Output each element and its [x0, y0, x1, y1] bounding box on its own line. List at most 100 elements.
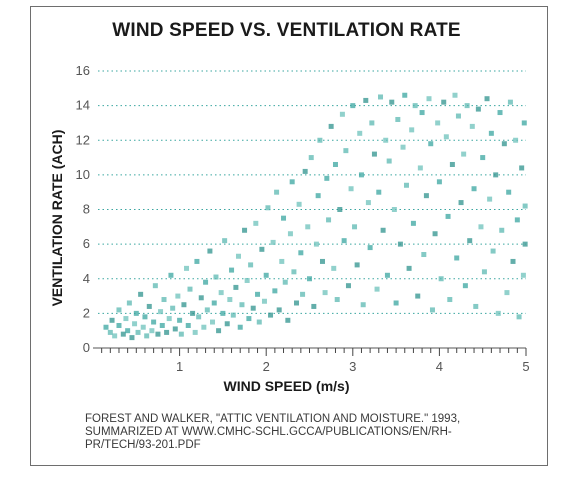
- data-point: [203, 279, 209, 285]
- y-tick-label: 16: [76, 63, 90, 78]
- data-point: [168, 272, 174, 278]
- data-point: [428, 141, 434, 147]
- source-line: PR/TECH/93-201.PDF: [85, 439, 201, 451]
- data-point: [112, 333, 118, 339]
- x-tick-label: 1: [176, 359, 183, 374]
- y-tick-label: 10: [76, 167, 90, 182]
- data-point: [400, 144, 406, 150]
- data-point: [313, 241, 319, 247]
- data-point: [367, 245, 373, 251]
- data-point: [135, 329, 141, 335]
- data-point: [281, 215, 287, 221]
- data-point: [268, 312, 274, 318]
- data-point: [378, 94, 384, 100]
- data-point: [464, 103, 470, 109]
- data-point: [305, 224, 311, 230]
- data-point: [222, 238, 228, 244]
- data-point: [187, 286, 193, 292]
- data-point: [166, 316, 172, 322]
- data-point: [475, 106, 481, 112]
- data-point: [185, 322, 191, 328]
- data-point: [417, 165, 423, 171]
- data-point: [384, 272, 390, 278]
- data-point: [386, 158, 392, 164]
- data-point: [244, 277, 250, 283]
- data-point: [161, 297, 167, 303]
- data-point: [152, 283, 158, 289]
- data-point: [224, 321, 230, 327]
- data-point: [272, 288, 278, 294]
- y-tick-label: 8: [83, 202, 90, 217]
- data-point: [345, 283, 351, 289]
- data-point: [389, 99, 395, 105]
- data-point: [409, 127, 415, 133]
- data-point: [357, 130, 363, 136]
- data-point: [452, 92, 458, 98]
- data-point: [438, 276, 444, 282]
- data-point: [365, 200, 371, 206]
- data-point: [507, 99, 513, 105]
- data-point: [265, 205, 271, 211]
- source-note: FOREST AND WALKER, "ATTIC VENTILATION AN…: [85, 413, 535, 452]
- data-point: [253, 220, 259, 226]
- data-point: [142, 314, 148, 320]
- data-point: [461, 151, 467, 157]
- data-point: [207, 248, 213, 254]
- data-point: [109, 317, 115, 323]
- data-point: [107, 329, 113, 335]
- data-point: [259, 246, 265, 252]
- data-point: [279, 258, 285, 264]
- x-tick-label: 3: [349, 359, 356, 374]
- x-tick-label: 2: [263, 359, 270, 374]
- data-point: [497, 110, 503, 116]
- data-point: [296, 201, 302, 207]
- data-point: [270, 239, 276, 245]
- data-point: [322, 290, 328, 296]
- data-point: [374, 286, 380, 292]
- data-point: [132, 321, 138, 327]
- data-point: [521, 120, 527, 126]
- data-point: [302, 168, 308, 174]
- data-point: [230, 312, 236, 318]
- data-point: [481, 269, 487, 275]
- data-point: [263, 272, 269, 278]
- data-point: [467, 238, 473, 244]
- data-point: [510, 258, 516, 264]
- data-point: [441, 99, 447, 105]
- data-point: [210, 319, 216, 325]
- data-point: [348, 186, 354, 192]
- data-point: [458, 200, 464, 206]
- data-point: [403, 182, 409, 188]
- data-point: [360, 302, 366, 308]
- data-point: [149, 328, 155, 334]
- data-point: [332, 161, 338, 167]
- data-point: [164, 329, 170, 335]
- data-point: [371, 151, 377, 157]
- data-point: [393, 300, 399, 306]
- data-point: [300, 291, 306, 297]
- data-point: [432, 231, 438, 237]
- data-point: [402, 92, 408, 98]
- data-point: [220, 310, 226, 316]
- data-point: [471, 186, 477, 192]
- data-point: [256, 319, 262, 325]
- gridlines: [98, 70, 526, 314]
- data-point: [227, 297, 233, 303]
- data-point: [324, 175, 330, 181]
- data-point: [395, 116, 401, 122]
- data-point: [170, 305, 176, 311]
- data-point: [363, 97, 369, 103]
- data-point: [239, 302, 245, 308]
- data-point: [423, 193, 429, 199]
- data-point: [289, 179, 295, 185]
- data-point: [514, 217, 520, 223]
- data-point: [429, 307, 435, 313]
- data-point: [194, 258, 200, 264]
- data-point: [410, 220, 416, 226]
- data-point: [158, 309, 164, 315]
- data-point: [181, 302, 187, 308]
- data-point: [204, 307, 210, 313]
- data-point: [445, 213, 451, 219]
- data-point: [352, 224, 358, 230]
